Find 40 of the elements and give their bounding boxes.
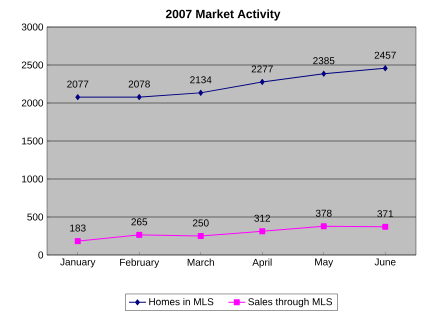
point: [382, 65, 388, 72]
data-label: 2078: [128, 80, 150, 88]
point: [260, 78, 265, 85]
data-label: 371: [377, 210, 394, 218]
point: [198, 90, 204, 96]
data-label: 2385: [313, 57, 334, 64]
point: [136, 94, 142, 100]
point: [136, 232, 142, 238]
point: [320, 223, 327, 230]
y-tick-label: 2500: [22, 61, 44, 69]
y-tick-label: 1500: [22, 137, 44, 145]
data-label: 312: [254, 214, 270, 222]
x-tick-label: May: [315, 258, 334, 268]
point: [74, 238, 81, 244]
x-tick-label: April: [252, 258, 272, 268]
data-label: 2134: [190, 76, 212, 84]
y-tick-label: 2000: [22, 99, 44, 107]
point: [321, 70, 326, 77]
point: [259, 228, 266, 234]
data-label: 2277: [252, 65, 273, 72]
data-label: 2457: [374, 52, 396, 59]
legend-label: Sales through MLS: [248, 298, 332, 308]
point: [198, 233, 204, 239]
legend-label: Homes in MLS: [149, 298, 214, 306]
data-label: 265: [131, 218, 148, 226]
point: [382, 224, 388, 230]
y-tick-label: 500: [27, 213, 44, 221]
data-label: 250: [192, 219, 209, 226]
chart-title: 2007 Market Activity: [166, 9, 280, 21]
y-tick-label: 3000: [22, 23, 44, 31]
data-label: 2077: [67, 80, 88, 88]
y-tick-label: 1000: [22, 175, 44, 183]
x-tick-label: February: [120, 258, 160, 268]
y-tick-label: 0: [38, 251, 44, 259]
data-label: 183: [70, 224, 86, 232]
x-tick-label: March: [188, 258, 214, 266]
point: [75, 94, 80, 100]
x-tick-label: June: [374, 258, 396, 266]
data-label: 378: [316, 210, 332, 217]
x-tick-label: January: [60, 258, 96, 268]
